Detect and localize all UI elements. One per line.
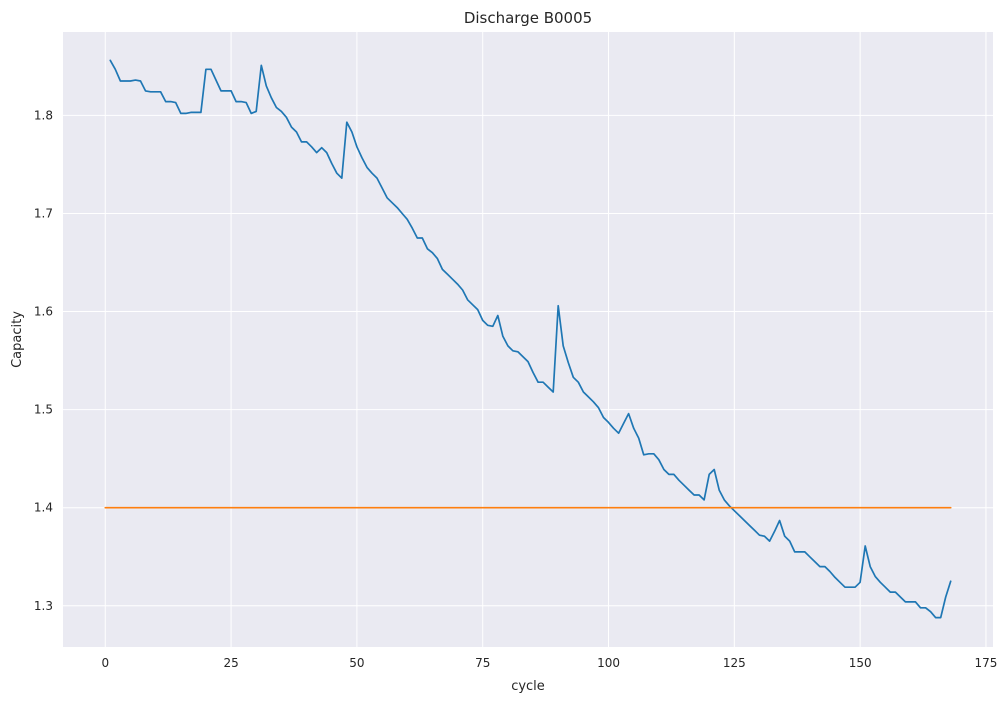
x-tick-label: 50 <box>349 656 364 670</box>
y-tick-label: 1.3 <box>34 599 53 613</box>
y-tick-labels: 1.3 1.4 1.5 1.6 1.7 1.8 <box>34 108 53 612</box>
x-tick-labels: 0 25 50 75 100 125 150 175 <box>101 656 997 670</box>
y-tick-label: 1.7 <box>34 206 53 220</box>
capacity-series-line <box>109 59 952 619</box>
y-tick-label: 1.5 <box>34 403 53 417</box>
grid <box>63 32 993 647</box>
y-tick-label: 1.8 <box>34 108 53 122</box>
x-tick-label: 0 <box>101 656 109 670</box>
plot-area <box>63 32 993 647</box>
y-tick-label: 1.4 <box>34 501 53 515</box>
y-axis-title: Capacity <box>10 311 25 368</box>
chart-title: Discharge B0005 <box>464 9 592 27</box>
x-axis-title: cycle <box>511 679 545 694</box>
series-layer <box>104 59 952 619</box>
x-tick-label: 75 <box>475 656 490 670</box>
x-tick-label: 100 <box>597 656 620 670</box>
x-tick-label: 125 <box>723 656 746 670</box>
y-tick-label: 1.6 <box>34 305 53 319</box>
x-tick-label: 175 <box>975 656 998 670</box>
x-tick-label: 25 <box>223 656 238 670</box>
x-tick-label: 150 <box>849 656 872 670</box>
